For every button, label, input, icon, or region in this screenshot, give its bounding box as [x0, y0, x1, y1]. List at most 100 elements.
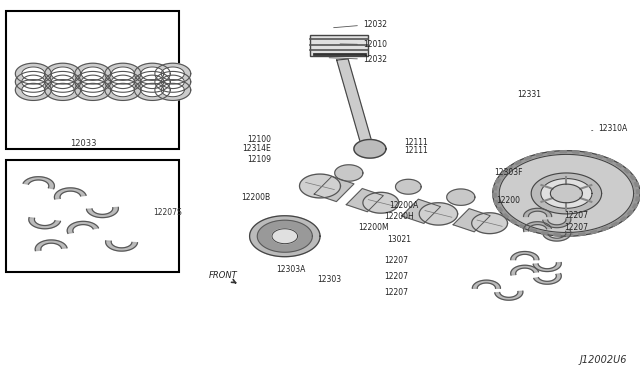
Polygon shape — [250, 216, 320, 257]
Polygon shape — [15, 80, 51, 100]
Polygon shape — [607, 158, 614, 162]
Polygon shape — [624, 169, 630, 173]
Text: 12303A: 12303A — [276, 265, 306, 274]
Polygon shape — [602, 227, 609, 231]
Text: 12032: 12032 — [333, 20, 387, 29]
Polygon shape — [573, 151, 579, 153]
Text: 12200H: 12200H — [384, 212, 413, 221]
Polygon shape — [524, 208, 552, 217]
Text: 12207: 12207 — [564, 223, 589, 232]
Polygon shape — [22, 83, 45, 97]
Polygon shape — [493, 151, 640, 236]
Polygon shape — [637, 190, 640, 193]
Polygon shape — [566, 234, 573, 236]
Text: 12111: 12111 — [404, 138, 428, 147]
Polygon shape — [630, 175, 636, 179]
Polygon shape — [541, 179, 592, 208]
Polygon shape — [335, 165, 363, 181]
Polygon shape — [155, 80, 191, 100]
Polygon shape — [472, 280, 500, 288]
Polygon shape — [510, 220, 516, 224]
Polygon shape — [560, 151, 566, 153]
Polygon shape — [515, 161, 521, 164]
Text: 12303: 12303 — [317, 275, 341, 284]
Polygon shape — [15, 63, 51, 84]
Polygon shape — [524, 156, 531, 160]
Polygon shape — [524, 222, 552, 231]
Polygon shape — [134, 63, 170, 84]
Polygon shape — [51, 75, 74, 89]
Polygon shape — [75, 71, 111, 92]
Polygon shape — [511, 265, 539, 275]
Polygon shape — [29, 218, 61, 229]
Polygon shape — [543, 219, 571, 228]
Polygon shape — [502, 214, 509, 218]
Polygon shape — [134, 71, 170, 92]
Polygon shape — [495, 291, 523, 300]
Polygon shape — [519, 225, 526, 228]
Polygon shape — [51, 83, 74, 97]
Polygon shape — [419, 203, 458, 225]
Polygon shape — [500, 172, 506, 176]
Polygon shape — [627, 211, 633, 215]
Text: 12310A: 12310A — [591, 124, 628, 133]
Polygon shape — [584, 152, 591, 155]
Bar — [310, 35, 368, 56]
Polygon shape — [45, 63, 81, 84]
Polygon shape — [534, 273, 561, 284]
Polygon shape — [23, 177, 54, 189]
Polygon shape — [161, 83, 184, 97]
Text: 12200: 12200 — [496, 196, 520, 205]
Polygon shape — [579, 233, 586, 235]
Polygon shape — [402, 199, 440, 224]
Text: 12200M: 12200M — [358, 223, 389, 232]
Polygon shape — [51, 67, 74, 80]
Bar — [6, 11, 179, 149]
Text: 12207S: 12207S — [154, 208, 182, 217]
Text: 12033: 12033 — [70, 139, 97, 148]
Text: 12010: 12010 — [340, 40, 387, 49]
Polygon shape — [541, 232, 548, 235]
Polygon shape — [105, 63, 141, 84]
Polygon shape — [134, 80, 170, 100]
Polygon shape — [495, 179, 500, 183]
Text: 12109: 12109 — [246, 155, 271, 164]
Polygon shape — [45, 80, 81, 100]
Polygon shape — [506, 166, 513, 170]
Polygon shape — [453, 209, 490, 232]
Polygon shape — [529, 229, 537, 232]
Polygon shape — [257, 220, 312, 252]
Text: 12207: 12207 — [564, 211, 589, 220]
Polygon shape — [531, 173, 602, 214]
Polygon shape — [591, 231, 598, 234]
Polygon shape — [533, 263, 561, 272]
Polygon shape — [75, 63, 111, 84]
Polygon shape — [141, 83, 164, 97]
Text: FRONT: FRONT — [209, 271, 237, 283]
Text: 12314E: 12314E — [242, 144, 271, 153]
Text: 12032: 12032 — [329, 55, 387, 64]
Polygon shape — [161, 67, 184, 80]
Text: 12207: 12207 — [384, 272, 408, 280]
Polygon shape — [493, 193, 496, 197]
Polygon shape — [554, 234, 560, 236]
Polygon shape — [111, 75, 134, 89]
Polygon shape — [511, 251, 539, 260]
Polygon shape — [300, 174, 340, 198]
Polygon shape — [493, 186, 497, 190]
Polygon shape — [620, 217, 627, 221]
Polygon shape — [547, 151, 554, 154]
Polygon shape — [161, 75, 184, 89]
Polygon shape — [105, 80, 141, 100]
Polygon shape — [354, 140, 386, 158]
Polygon shape — [81, 75, 104, 89]
Polygon shape — [494, 201, 499, 205]
Text: 12100: 12100 — [246, 135, 271, 144]
Polygon shape — [632, 204, 637, 208]
Text: 12200B: 12200B — [241, 193, 271, 202]
Polygon shape — [45, 71, 81, 92]
Polygon shape — [636, 197, 640, 201]
Polygon shape — [111, 67, 134, 80]
Polygon shape — [75, 80, 111, 100]
Polygon shape — [111, 83, 134, 97]
